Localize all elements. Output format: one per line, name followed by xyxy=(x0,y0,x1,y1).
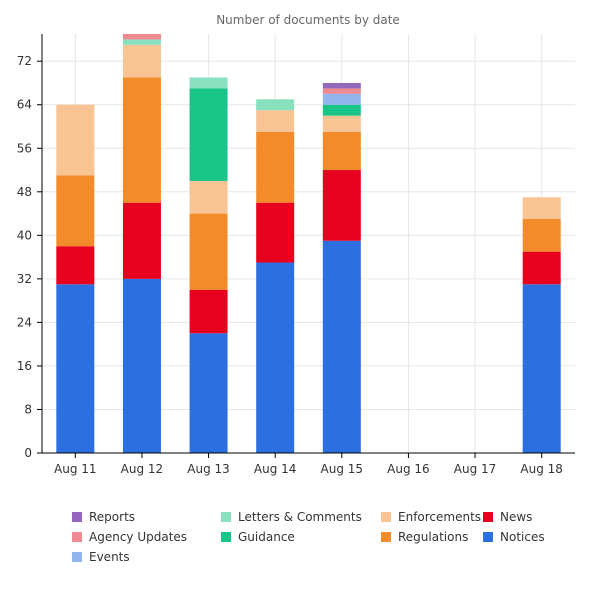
bar-segment xyxy=(256,202,295,263)
bar-segment xyxy=(189,213,228,290)
legend-swatch xyxy=(72,532,82,542)
legend-swatch xyxy=(221,512,231,522)
bar-segment xyxy=(189,180,228,214)
y-tick-label: 8 xyxy=(24,402,32,416)
bar-segment xyxy=(322,82,361,89)
bar-segment xyxy=(322,170,361,241)
x-tick-label: Aug 17 xyxy=(454,462,497,476)
bar-segment xyxy=(56,284,95,453)
legend-item[interactable]: Letters & Comments xyxy=(221,510,362,524)
axes: 0 8 16 24 32 40 48 56 64 72 Aug 11 Aug 12 Aug 13 Aug … xyxy=(17,34,575,476)
legend-item[interactable]: Regulations xyxy=(381,530,468,544)
legend-swatch xyxy=(483,532,493,542)
legend-swatch xyxy=(72,552,82,562)
bar-segment xyxy=(189,289,228,334)
legend-swatch xyxy=(381,512,391,522)
legend-swatch xyxy=(381,532,391,542)
legend-label: Reports xyxy=(89,510,136,524)
bar-segment xyxy=(322,240,361,453)
legend-label: Guidance xyxy=(238,530,295,544)
y-tick-label: 64 xyxy=(17,98,32,112)
y-tick-label: 32 xyxy=(17,272,32,286)
y-tick-label: 16 xyxy=(17,359,32,373)
bar-segment xyxy=(189,333,228,453)
y-tick-label: 48 xyxy=(17,185,32,199)
bar-segment xyxy=(122,278,161,453)
legend-item[interactable]: News xyxy=(483,510,532,524)
x-tick-label: Aug 18 xyxy=(520,462,563,476)
bar-segment xyxy=(189,88,228,181)
bar-segment xyxy=(122,39,161,45)
legend-swatch xyxy=(72,512,82,522)
bar-segment xyxy=(56,246,95,285)
bar-segment xyxy=(256,99,295,111)
legend-item[interactable]: Notices xyxy=(483,530,545,544)
legend-item[interactable]: Agency Updates xyxy=(72,530,187,544)
bar-segment xyxy=(522,197,561,220)
grid-lines xyxy=(42,34,575,453)
bar-segment xyxy=(256,262,295,453)
legend-item[interactable]: Events xyxy=(72,550,130,564)
bar-segment xyxy=(522,219,561,252)
bar-segment xyxy=(56,175,95,247)
bar-segment xyxy=(122,77,161,203)
legend-label: Regulations xyxy=(398,530,469,544)
y-tick-label: 56 xyxy=(17,141,32,155)
legend-label: Enforcements xyxy=(398,510,482,524)
x-tick-label: Aug 14 xyxy=(254,462,297,476)
bar-segment xyxy=(189,77,228,89)
bar-segment xyxy=(122,34,161,40)
bar-segment xyxy=(122,44,161,78)
y-tick-label: 24 xyxy=(17,315,32,329)
bars xyxy=(56,34,561,453)
x-tick-label: Aug 15 xyxy=(321,462,364,476)
bar-segment xyxy=(322,115,361,132)
y-tick-label: 72 xyxy=(17,54,32,68)
legend-swatch xyxy=(221,532,231,542)
bar-segment xyxy=(322,88,361,94)
bar-segment xyxy=(56,104,95,176)
x-tick-label: Aug 16 xyxy=(387,462,430,476)
bar-segment xyxy=(322,93,361,105)
legend-label: Letters & Comments xyxy=(238,510,362,524)
legend-swatch xyxy=(483,512,493,522)
bar-segment xyxy=(256,110,295,132)
x-tick-label: Aug 13 xyxy=(187,462,230,476)
bar-segment xyxy=(122,202,161,279)
bar-segment xyxy=(322,104,361,116)
legend-label: Agency Updates xyxy=(89,530,188,544)
legend-item[interactable]: Enforcements xyxy=(381,510,481,524)
bar-segment xyxy=(522,284,561,453)
x-tick-label: Aug 12 xyxy=(121,462,164,476)
legend-label: News xyxy=(500,510,533,524)
x-tick-label: Aug 11 xyxy=(54,462,97,476)
legend-item[interactable]: Reports xyxy=(72,510,135,524)
bar-segment xyxy=(522,251,561,285)
legend-label: Notices xyxy=(500,530,545,544)
legend-item[interactable]: Guidance xyxy=(221,530,295,544)
y-tick-label: 40 xyxy=(17,228,32,242)
chart-title: Number of documents by date xyxy=(216,13,400,27)
bar-segment xyxy=(256,131,295,203)
y-tick-label: 0 xyxy=(24,446,32,460)
legend-label: Events xyxy=(89,550,130,564)
bar-segment xyxy=(322,131,361,171)
